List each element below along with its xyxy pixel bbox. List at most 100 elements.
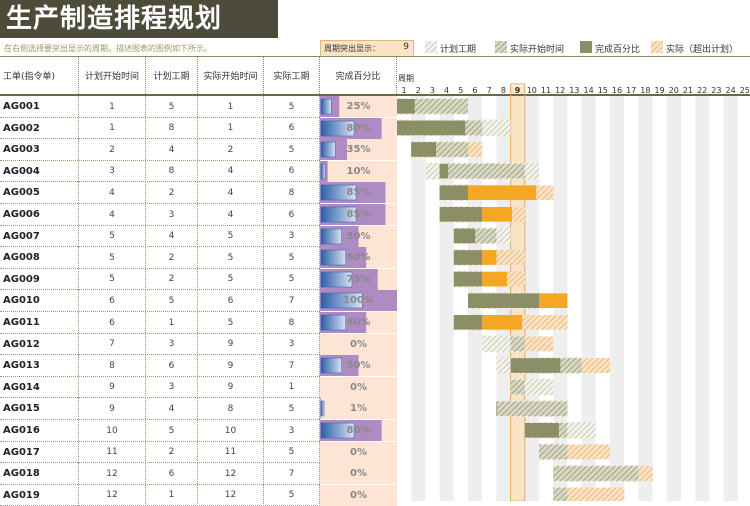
percent-cell: 0% [320, 484, 397, 506]
complete-over-bar [482, 271, 508, 287]
complete-over-bar [482, 250, 497, 265]
percent-cell: 85% [320, 204, 397, 225]
plan-start-cell: 9 [79, 376, 146, 398]
actual-start-cell: 1 [198, 117, 264, 139]
table-row: AG003 2 4 2 5 [0, 139, 320, 161]
period-column-24 [723, 96, 738, 501]
percent-cell: 60% [320, 312, 397, 333]
percent-bar-graphic [320, 117, 397, 139]
actual-start-cell: 8 [198, 398, 264, 420]
percent-bar-graphic [320, 182, 397, 204]
percent-cell: 80% [320, 117, 397, 139]
actual-duration-bar [496, 401, 568, 416]
period-column-22 [695, 96, 710, 501]
plan-duration-cell: 6 [146, 463, 198, 485]
complete-bar [439, 185, 468, 200]
period-column-13 [567, 96, 582, 501]
percent-label: 50% [346, 230, 371, 242]
actual-duration-cell: 3 [264, 333, 320, 355]
legend-swatch-complete [580, 41, 592, 53]
plan-duration-cell: 2 [146, 268, 198, 290]
percent-cell: 0% [320, 333, 397, 355]
column-header-percent: 完成百分比 [320, 57, 397, 94]
job-cell: AG015 [0, 398, 79, 420]
legend-swatch-over [651, 41, 663, 53]
actual-duration-cell: 7 [264, 463, 320, 485]
period-column-1 [397, 96, 412, 501]
column-header-period: 周期 [398, 74, 414, 83]
percent-databar [320, 163, 326, 180]
complete-bar [524, 423, 559, 438]
legend-label: 计划工期 [440, 45, 477, 55]
actual-start-cell: 5 [198, 312, 264, 333]
percent-cell: 50% [320, 225, 397, 247]
period-highlight-value[interactable]: 9 [403, 42, 409, 52]
over-plan-bar [638, 466, 653, 481]
actual-duration-cell: 1 [264, 376, 320, 398]
complete-bar [397, 99, 415, 114]
percent-bar-graphic [320, 355, 397, 377]
percent-cell: 100% [320, 290, 397, 312]
header-bottom-rule [0, 94, 750, 96]
percent-cell-bg [320, 376, 397, 398]
complete-bar [453, 228, 476, 244]
table-row: AG017 11 2 11 5 [0, 441, 320, 464]
percent-bar-graphic [320, 441, 397, 463]
job-cell: AG014 [0, 376, 79, 398]
percent-bar-graphic [320, 160, 397, 182]
table-row: AG007 5 4 5 3 [0, 225, 320, 248]
percent-cell-bg [320, 441, 397, 463]
actual-duration-cell: 6 [264, 204, 320, 225]
actual-duration-cell: 6 [264, 160, 320, 182]
complete-over-bar [482, 315, 522, 330]
table-row: AG015 9 4 8 5 [0, 398, 320, 420]
percent-bar-graphic [320, 398, 397, 420]
period-column-15 [595, 96, 610, 501]
plan-duration-cell: 3 [146, 333, 198, 355]
percent-bar-graphic [320, 463, 397, 485]
percent-cell: 0% [320, 463, 397, 485]
plan-start-cell: 4 [79, 182, 146, 204]
plan-duration-cell: 4 [146, 398, 198, 420]
percent-databar [320, 120, 355, 136]
period-column-19 [652, 96, 667, 501]
percent-bar-graphic [320, 420, 397, 441]
column-header-plan-duration: 计划工期 [146, 57, 198, 94]
plan-duration-cell: 3 [146, 376, 198, 398]
period-column-17 [624, 96, 639, 501]
percent-label: 0% [350, 338, 367, 350]
percent-cell: 60% [320, 247, 397, 269]
actual-duration-cell: 5 [264, 139, 320, 161]
percent-databar [320, 422, 355, 439]
table-row: AG005 4 2 4 8 [0, 182, 320, 204]
period-tick-17: 17 [626, 86, 637, 95]
percent-label: 85% [346, 209, 371, 220]
plan-start-cell: 7 [79, 333, 146, 355]
job-cell: AG011 [0, 312, 79, 333]
actual-duration-cell: 7 [264, 290, 320, 312]
plan-duration-cell: 2 [146, 182, 198, 204]
period-column-3 [425, 96, 440, 501]
percent-bar-graphic [320, 225, 397, 247]
period-tick-11: 11 [540, 86, 552, 95]
period-tick-23: 23 [711, 86, 722, 95]
actual-duration-cell: 6 [264, 117, 320, 139]
actual-duration-cell: 5 [264, 247, 320, 269]
actual-start-cell: 4 [198, 182, 264, 204]
actual-duration-cell: 3 [264, 225, 320, 247]
plan-start-cell: 6 [79, 290, 146, 312]
percent-label: 35% [346, 144, 371, 156]
table-row: AG018 12 6 12 7 [0, 463, 320, 485]
percent-label: 1% [350, 403, 367, 415]
actual-start-cell: 10 [198, 420, 264, 441]
plan-duration-cell: 5 [146, 96, 198, 117]
plan-start-cell: 4 [79, 204, 146, 225]
table-row: AG004 3 8 4 6 [0, 160, 320, 183]
table-row: AG002 1 8 1 6 [0, 117, 320, 140]
percent-cell-bg [320, 160, 397, 182]
job-cell: AG019 [0, 484, 79, 506]
actual-start-cell: 4 [198, 204, 264, 225]
column-header-actual-duration: 实际工期 [264, 57, 320, 94]
period-tick-16: 16 [611, 86, 623, 95]
period-tick-24: 24 [725, 86, 736, 95]
